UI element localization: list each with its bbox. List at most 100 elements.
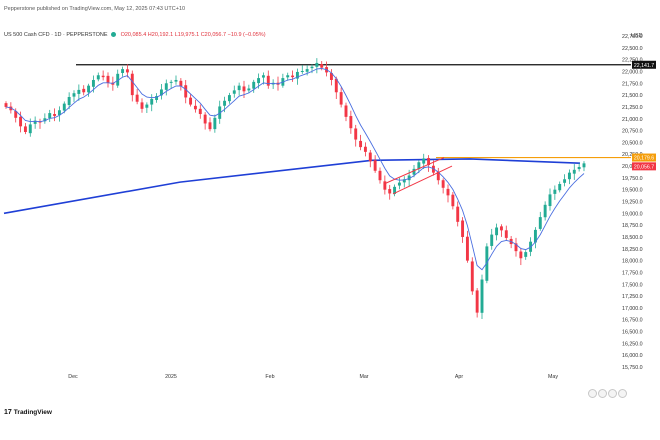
x-tick-label: Dec (68, 374, 78, 380)
market-status-dot (111, 32, 117, 38)
candle-body (72, 93, 76, 97)
y-tick-label: 22,750.0 (622, 34, 643, 40)
candle-body (465, 236, 469, 261)
candle-body (266, 75, 270, 86)
currency-label: USD (631, 33, 643, 39)
candle-body (320, 64, 324, 68)
candle-body (359, 140, 363, 148)
candle-body (101, 75, 105, 78)
candle-body (193, 105, 197, 110)
ma-fast-line (5, 68, 585, 271)
candle-body (504, 230, 508, 238)
candle-body (223, 100, 227, 106)
candle-body (203, 114, 207, 124)
candle-body (295, 71, 299, 79)
price-tag-box (632, 60, 656, 69)
candle-body (533, 229, 537, 243)
x-tick-label: May (548, 374, 558, 380)
candle-body (9, 106, 13, 111)
y-tick-label: 17,250.0 (622, 294, 643, 300)
y-tick-label: 21,750.0 (622, 81, 643, 87)
candle-body (402, 179, 406, 183)
candle-body (28, 124, 32, 134)
candle-body (286, 75, 290, 78)
candle-body (155, 96, 159, 100)
candle-body (349, 116, 353, 129)
y-tick-label: 22,000.0 (622, 69, 643, 75)
channel-upper-line (383, 157, 445, 185)
y-tick-label: 22,500.0 (622, 46, 643, 52)
y-tick-label: 18,500.0 (622, 235, 643, 241)
flag-icon[interactable] (588, 389, 597, 398)
candle-body (116, 73, 120, 86)
candle-body (53, 114, 57, 116)
candle-body (407, 175, 411, 181)
candle-body (577, 166, 581, 170)
candle-body (19, 116, 23, 127)
y-tick-label: 16,500.0 (622, 330, 643, 336)
candle-body (198, 108, 202, 115)
y-tick-label: 17,000.0 (622, 306, 643, 312)
candle-body (397, 182, 401, 186)
candle-body (417, 162, 421, 170)
candle-body (4, 103, 8, 107)
event-flags[interactable] (588, 385, 628, 398)
candle-body (150, 98, 154, 105)
x-tick-label: 2025 (165, 374, 177, 380)
candle-body (475, 290, 479, 313)
candle-body (208, 122, 212, 130)
candle-body (291, 75, 295, 78)
candle-body (77, 89, 81, 94)
candle-body (543, 204, 547, 218)
symbol-info: US 500 Cash CFD · 1D · PEPPERSTONE O20,0… (4, 32, 266, 38)
price-tag-label: 20,056.7 (634, 164, 654, 170)
y-tick-label: 18,000.0 (622, 259, 643, 265)
x-tick-label: Feb (265, 374, 274, 380)
y-tick-label: 19,750.0 (622, 176, 643, 182)
candle-body (427, 158, 431, 166)
tv-logo-mark: 17 (4, 409, 12, 416)
candle-body (145, 104, 149, 108)
candle-body (548, 194, 552, 207)
candle-body (354, 128, 358, 140)
candle-body (67, 96, 71, 105)
ma-slow-line (3, 158, 581, 215)
candle-body (96, 75, 100, 80)
candle-body (431, 165, 435, 173)
candle-body (388, 189, 392, 194)
candle-body (135, 94, 139, 102)
candle-body (121, 69, 125, 73)
y-tick-label: 18,250.0 (622, 247, 643, 253)
y-tick-label: 16,250.0 (622, 341, 643, 347)
candle-body (130, 73, 134, 96)
candle-body (184, 85, 188, 98)
candle-body (446, 188, 450, 196)
candle-body (514, 243, 518, 252)
candle-body (524, 252, 528, 257)
y-tick-label: 16,000.0 (622, 353, 643, 359)
candle-body (169, 81, 173, 83)
candle-body (329, 72, 333, 80)
candle-body (91, 79, 95, 87)
y-tick-label: 19,500.0 (622, 188, 643, 194)
candle-body (87, 85, 91, 93)
candle-body (480, 279, 484, 313)
candle-body (252, 81, 256, 89)
candle-body (412, 168, 416, 175)
candle-body (33, 120, 37, 124)
candle-body (159, 89, 163, 96)
flag-icon[interactable] (598, 389, 607, 398)
candle-body (499, 226, 503, 231)
candle-body (23, 126, 27, 132)
candle-body (174, 79, 178, 82)
y-tick-label: 15,750.0 (622, 365, 643, 371)
flag-icon[interactable] (608, 389, 617, 398)
y-tick-label: 19,000.0 (622, 211, 643, 217)
candle-body (567, 172, 571, 180)
flag-icon[interactable] (618, 389, 627, 398)
candle-body (344, 105, 348, 117)
candle-body (558, 184, 562, 191)
candle-body (43, 118, 47, 122)
y-tick-label: 22,250.0 (622, 58, 643, 64)
